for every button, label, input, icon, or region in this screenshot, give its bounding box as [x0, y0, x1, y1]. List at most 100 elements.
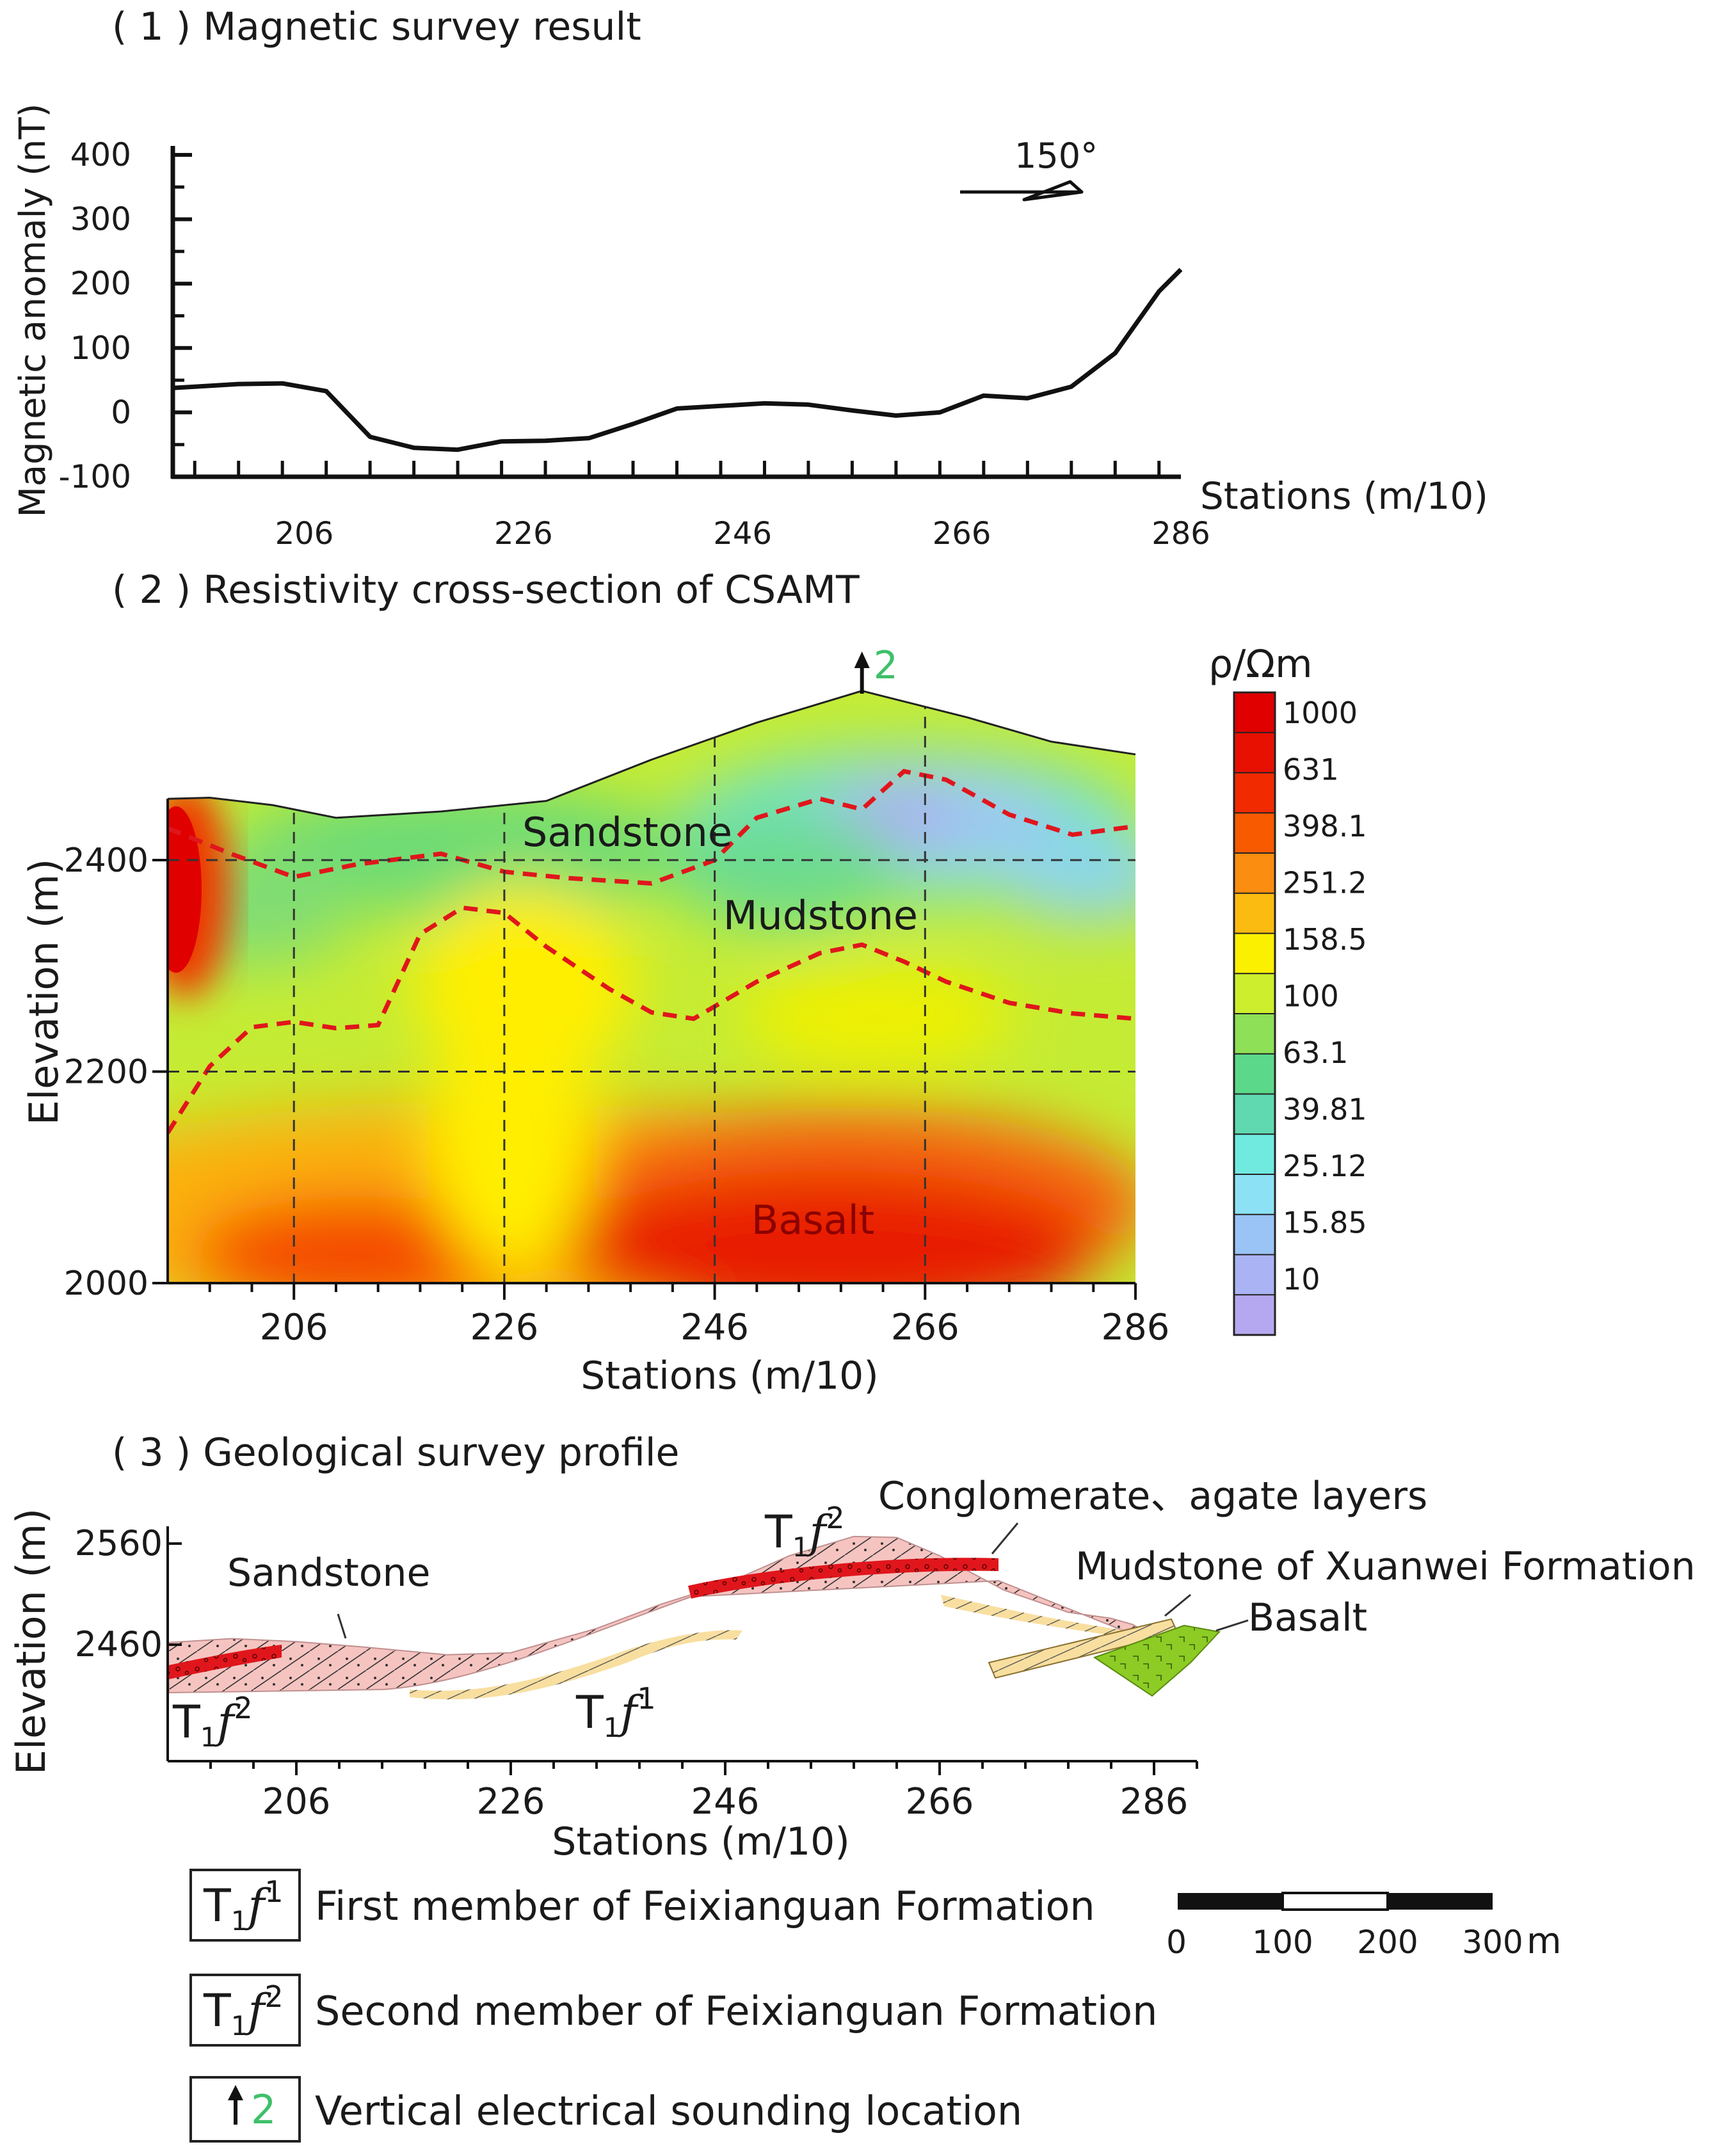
- scale-label-200: 200: [1357, 1924, 1418, 1961]
- panel1-title: ( 1 ) Magnetic survey result: [112, 4, 641, 49]
- y-tick-label: 2200: [64, 1053, 148, 1092]
- panel3-ticks: 2560 2460 206 226 246 266 286: [75, 1523, 1198, 1823]
- colorbar-label: 39.81: [1283, 1092, 1367, 1127]
- panel3-y-label: Elevation (m): [8, 1508, 54, 1775]
- legend-item-second-member: T1f2 Second member of Feixianguan Format…: [189, 1974, 1157, 2047]
- y-tick-label: 400: [70, 136, 131, 173]
- magnetic-chart: ( 1 ) Magnetic survey result Magnetic an…: [12, 4, 1488, 552]
- colorbar-segment: [1234, 1254, 1275, 1295]
- colorbar-segment: [1234, 813, 1275, 854]
- colorbar-label: 25.12: [1283, 1149, 1367, 1183]
- panel2-axes: [166, 799, 1135, 1284]
- x-tick-label: 206: [275, 516, 334, 552]
- x-tick-label: 246: [680, 1307, 749, 1348]
- panel1-x-label: Stations (m/10): [1200, 474, 1488, 518]
- resistivity-field: [168, 691, 1135, 1283]
- colorbar-segment: [1234, 1214, 1275, 1256]
- legend-item-first-member: T1f1 First member of Feixianguan Formati…: [189, 1869, 1095, 1942]
- panel2-x-label: Stations (m/10): [581, 1353, 878, 1398]
- y-tick-label: -100: [59, 458, 131, 495]
- geological-profile: ( 3 ) Geological survey profile Elevatio…: [8, 1430, 1696, 1864]
- panel3-x-label: Stations (m/10): [552, 1819, 849, 1864]
- conglomerate-layer-left: [169, 1645, 282, 1679]
- leader-lines: [337, 1522, 1249, 1639]
- colorbar-title: ρ/Ωm: [1208, 642, 1313, 687]
- resistivity-chart: ( 2 ) Resistivity cross-section of CSAMT…: [20, 568, 1367, 1398]
- label-xuanwei-mudstone: Mudstone of Xuanwei Formation: [1075, 1544, 1696, 1589]
- colorbar-label: 158.5: [1283, 922, 1367, 957]
- y-tick-label: 200: [70, 265, 131, 302]
- colorbar-label: 251.2: [1283, 866, 1367, 900]
- y-tick-label: 0: [111, 394, 131, 431]
- colorbar-segment: [1234, 1014, 1275, 1055]
- y-tick-label: 2560: [75, 1523, 163, 1563]
- scale-label-100: 100: [1252, 1924, 1313, 1961]
- label-mudstone: Mudstone: [723, 892, 918, 939]
- x-tick-label: 266: [906, 1781, 974, 1823]
- legend-sounding-symbol: 2: [251, 2086, 276, 2133]
- x-tick-label: 266: [891, 1307, 959, 1348]
- x-tick-label: 286: [1102, 1307, 1170, 1348]
- panel1-y-label: Magnetic anomaly (nT): [12, 103, 54, 517]
- colorbar-segment: [1234, 1134, 1275, 1175]
- colorbar-segment: [1234, 973, 1275, 1014]
- label-conglomerate: Conglomerate、agate layers: [878, 1474, 1427, 1519]
- basalt-body: [1093, 1624, 1221, 1697]
- x-tick-label: 286: [1120, 1781, 1189, 1823]
- x-tick-label: 246: [713, 516, 772, 552]
- colorbar-label: 631: [1283, 753, 1339, 787]
- y-tick-label: 2000: [64, 1265, 148, 1303]
- x-tick-label: 246: [691, 1781, 760, 1823]
- colorbar-label: 63.1: [1283, 1035, 1348, 1070]
- direction-label: 150°: [1014, 136, 1098, 176]
- label-basalt-geo: Basalt: [1248, 1595, 1367, 1640]
- legend-text-3: Vertical electrical sounding location: [315, 2088, 1022, 2134]
- x-tick-label: 266: [933, 516, 991, 552]
- x-tick-label: 286: [1151, 516, 1210, 552]
- colorbar-segment: [1234, 1174, 1275, 1215]
- scale-label-300: 300: [1462, 1924, 1523, 1961]
- colorbar-segment: [1234, 1094, 1275, 1135]
- panel2-title: ( 2 ) Resistivity cross-section of CSAMT: [112, 568, 860, 612]
- x-tick-label: 226: [470, 1307, 538, 1348]
- legend-symbol-1: T1f1: [203, 1874, 284, 1936]
- label-basalt: Basalt: [751, 1197, 874, 1243]
- panel1-axes: [170, 146, 1181, 479]
- colorbar-label: 398.1: [1283, 809, 1367, 843]
- surface-line: [167, 690, 1136, 819]
- y-tick-label: 100: [70, 330, 131, 367]
- panel1-ticks: 400 300 200 100 0 -100 206 226 246 266 286: [59, 136, 1210, 552]
- formation-label-bottom: T1f1: [575, 1681, 656, 1743]
- colorbar-segment: [1234, 1295, 1275, 1336]
- conglomerate-layer-top: [688, 1558, 998, 1599]
- colorbar-label: 1000: [1283, 696, 1358, 730]
- colorbar: 1000 631 398.1 251.2 158.5 100 63.1 39.81 25.12 1…: [1233, 691, 1367, 1336]
- y-tick-label: 2460: [75, 1624, 163, 1665]
- label-sandstone: Sandstone: [522, 809, 732, 856]
- mudstone-band-1: [410, 1630, 742, 1700]
- legend: T1f1 First member of Feixianguan Formati…: [189, 1869, 1562, 2143]
- formation-label-left: T1f2: [172, 1691, 253, 1753]
- y-tick-label: 300: [70, 201, 131, 238]
- scale-label-0: 0: [1166, 1924, 1187, 1961]
- legend-text-2: Second member of Feixianguan Formation: [315, 1988, 1157, 2034]
- formation-labels: T1f2 T1f2 T1f1: [172, 1501, 845, 1753]
- x-tick-label: 206: [262, 1781, 331, 1823]
- sounding-marker: 2: [854, 643, 898, 694]
- colorbar-segment: [1234, 1053, 1275, 1095]
- colorbar-frame: [1233, 691, 1276, 1336]
- colorbar-segment: [1234, 893, 1275, 934]
- colorbar-segment: [1234, 692, 1275, 733]
- x-tick-label: 206: [260, 1307, 328, 1348]
- panel2-y-label: Elevation (m): [20, 859, 67, 1125]
- colorbar-label: 100: [1283, 979, 1339, 1014]
- direction-indicator: 150°: [960, 136, 1098, 202]
- legend-item-sounding: 2 Vertical electrical sounding location: [189, 2076, 1022, 2143]
- colorbar-segment: [1234, 732, 1275, 774]
- sounding-label: 2: [874, 643, 898, 688]
- mudstone-band-2: [941, 1595, 1133, 1638]
- colorbar-label: 10: [1283, 1262, 1320, 1297]
- x-tick-label: 226: [477, 1781, 545, 1823]
- formation-label-top: T1f2: [764, 1501, 845, 1563]
